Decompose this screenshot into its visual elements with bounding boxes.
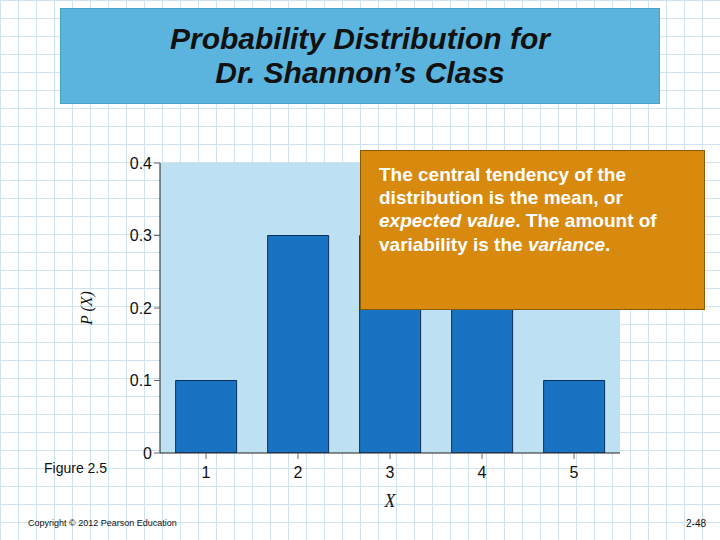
svg-text:P (X): P (X): [78, 291, 96, 326]
svg-text:4: 4: [478, 464, 487, 481]
html-text:2-48: 2-48: [686, 518, 706, 529]
svg-text:0.3: 0.3: [130, 227, 152, 244]
svg-text:2: 2: [294, 464, 303, 481]
svg-text:3: 3: [386, 464, 395, 481]
html-text:expected value. The amount of: expected value. The amount of variabilit…: [379, 210, 657, 255]
html-text:Copyright © 2012 Pearson Educa: Copyright © 2012 Pearson Education: [28, 518, 177, 528]
svg-text:0.2: 0.2: [130, 300, 152, 317]
svg-text:X: X: [384, 491, 397, 511]
svg-text:0.1: 0.1: [130, 372, 152, 389]
html-text:Probability Distribution for D: Probability Distribution for Dr. Shannon…: [170, 21, 550, 89]
html-text:The central tendency of the di: The central tendency of the distribution…: [379, 164, 626, 209]
svg-text:5: 5: [570, 464, 579, 481]
html-text:Figure 2.5: Figure 2.5: [44, 460, 107, 476]
svg-text:0.4: 0.4: [130, 155, 152, 172]
svg-text:1: 1: [202, 464, 211, 481]
svg-text:0: 0: [143, 445, 152, 462]
